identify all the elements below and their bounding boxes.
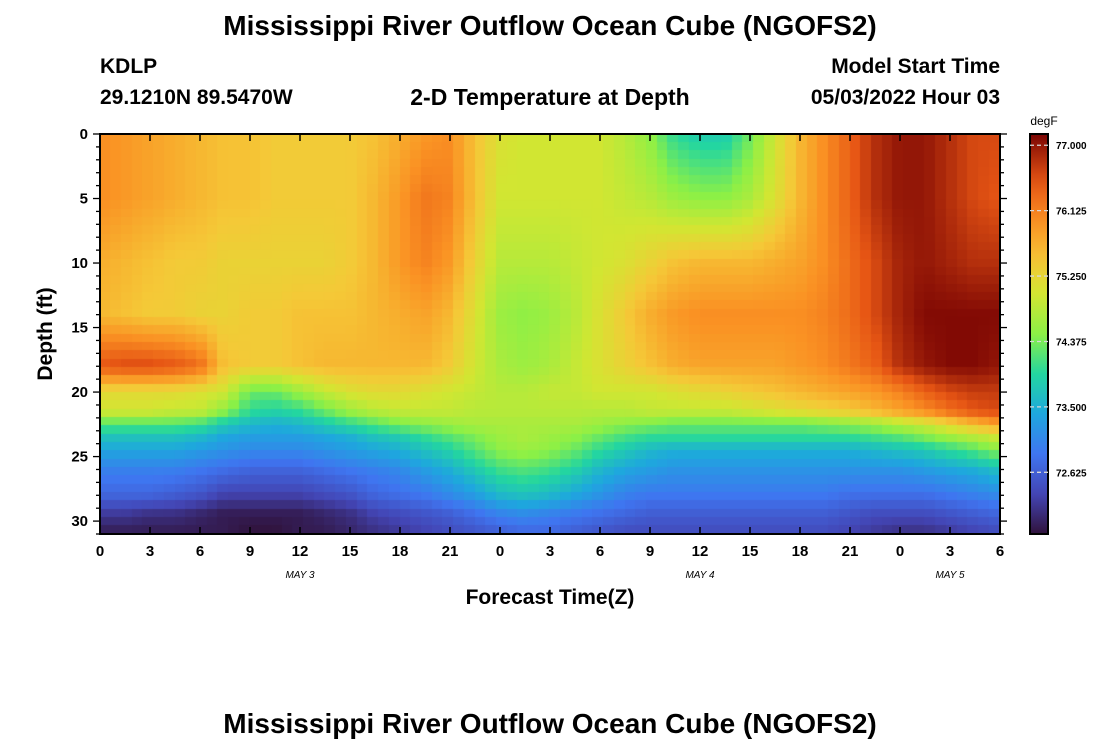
model-start-value: 05/03/2022 Hour 03 xyxy=(810,86,1000,109)
y-tick-label: 0 xyxy=(80,126,88,143)
colorbar xyxy=(1029,133,1049,535)
y-tick-label: 10 xyxy=(71,255,88,272)
x-tick-label: 9 xyxy=(246,543,254,560)
x-tick-label: 12 xyxy=(692,543,709,560)
temperature-heatmap xyxy=(100,134,1000,534)
x-tick-label: 3 xyxy=(146,543,154,560)
model-start-label: Model Start Time xyxy=(831,55,1000,78)
colorbar-tick-label: 75.250 xyxy=(1056,272,1087,283)
y-tick-label: 15 xyxy=(71,320,88,337)
x-tick-label: 9 xyxy=(646,543,654,560)
figure-title-bottom: Mississippi River Outflow Ocean Cube (NG… xyxy=(223,708,877,739)
colorbar-ticks: 77.000 76.125 75.250 74.375 73.500 72.625 xyxy=(1030,141,1087,479)
colorbar-tick-label: 73.500 xyxy=(1056,403,1087,414)
colorbar-tick-label: 74.375 xyxy=(1056,337,1087,348)
x-axis: 0 3 6 9 12 15 18 21 0 3 6 9 12 15 18 21 0 3 6 MAY 3 MAY 4 MAY… xyxy=(96,134,1004,581)
x-tick-label: 6 xyxy=(996,543,1004,560)
colorbar-unit: degF xyxy=(1030,114,1057,128)
x-tick-label: 3 xyxy=(946,543,954,560)
plot-title: 2-D Temperature at Depth xyxy=(410,84,690,110)
y-tick-label: 25 xyxy=(71,449,88,466)
x-tick-label: 6 xyxy=(596,543,604,560)
date-label: MAY 4 xyxy=(685,570,715,581)
plot-frame xyxy=(99,133,1001,535)
date-label: MAY 5 xyxy=(935,570,965,581)
x-tick-label: 0 xyxy=(96,543,104,560)
x-tick-label: 6 xyxy=(196,543,204,560)
figure-title-top: Mississippi River Outflow Ocean Cube (NG… xyxy=(223,10,877,41)
station-id: KDLP xyxy=(100,55,158,78)
x-tick-label: 18 xyxy=(392,543,409,560)
x-tick-label: 18 xyxy=(792,543,809,560)
colorbar-tick-label: 72.625 xyxy=(1056,468,1087,479)
y-axis-label: Depth (ft) xyxy=(34,287,57,380)
x-tick-label: 15 xyxy=(742,543,759,560)
colorbar-tick-label: 76.125 xyxy=(1056,207,1087,218)
x-tick-label: 12 xyxy=(292,543,309,560)
date-label: MAY 3 xyxy=(285,570,315,581)
y-tick-label: 20 xyxy=(71,384,88,401)
y-tick-label: 30 xyxy=(71,513,88,530)
x-axis-label: Forecast Time(Z) xyxy=(466,586,635,609)
x-tick-label: 15 xyxy=(342,543,359,560)
y-tick-label: 5 xyxy=(80,191,88,208)
x-tick-label: 21 xyxy=(442,543,459,560)
colorbar-tick-label: 77.000 xyxy=(1056,141,1087,152)
x-tick-label: 3 xyxy=(546,543,554,560)
station-coordinates: 29.1210N 89.5470W xyxy=(100,86,293,109)
x-tick-label: 0 xyxy=(896,543,904,560)
y-axis: 0 5 10 15 20 25 30 xyxy=(71,126,1007,535)
x-tick-label: 21 xyxy=(842,543,859,560)
x-tick-label: 0 xyxy=(496,543,504,560)
